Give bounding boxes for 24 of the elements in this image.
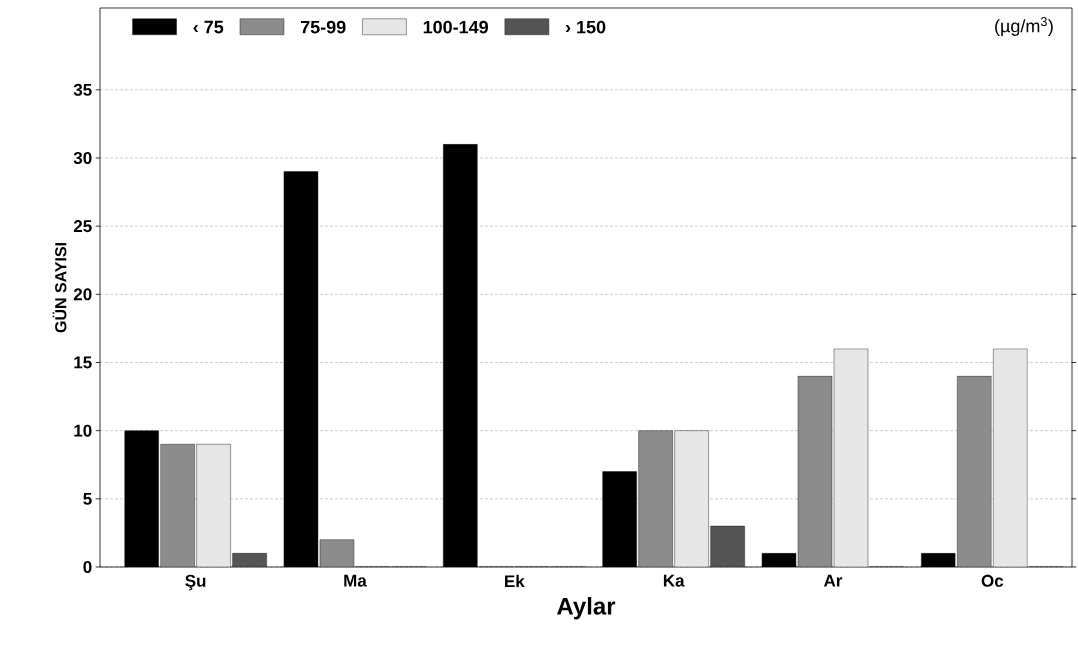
x-tick-label: Oc — [981, 574, 1004, 587]
legend-label: ‹ 75 — [193, 20, 224, 34]
y-tick-label: 35 — [73, 83, 92, 96]
legend-title: (µg/m$^{3}$) — [995, 17, 1053, 36]
x-tick-label: Ma — [344, 574, 367, 587]
y-tick-label: 30 — [73, 151, 92, 164]
legend-label: › 150 — [565, 20, 606, 34]
y-tick-label: 5 — [83, 492, 92, 505]
y-tick-label: 20 — [73, 288, 92, 301]
bar — [319, 539, 354, 567]
bar — [710, 526, 745, 567]
legend-label: 100-149 — [423, 20, 488, 34]
y-tick-label: 25 — [73, 220, 92, 233]
x-tick-label: Ek — [505, 574, 525, 588]
bar — [797, 376, 832, 567]
x-tick-label: Ar — [823, 574, 843, 587]
x-tick-label: Şu — [185, 574, 206, 591]
x-tick-label: Ka — [663, 574, 685, 587]
legend-label: 75-99 — [300, 20, 346, 34]
y-tick-label: 10 — [74, 424, 92, 437]
x-axis-title: Aylar — [557, 597, 616, 620]
y-tick-label: 15 — [74, 356, 92, 369]
y-axis-title: GÜN SAYISI — [52, 243, 67, 333]
y-tick-label: 0 — [83, 560, 92, 574]
